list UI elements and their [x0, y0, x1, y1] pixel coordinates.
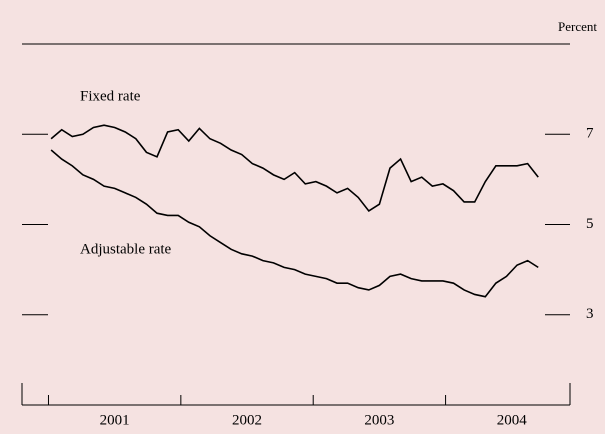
series-label: Fixed rate: [80, 88, 141, 104]
x-tick-label: 2003: [364, 412, 394, 428]
series-label: Adjustable rate: [80, 241, 172, 257]
y-tick-label: 3: [586, 306, 594, 322]
unit-label: Percent: [558, 19, 597, 34]
series-line: [50, 149, 539, 298]
y-tick-label: 7: [586, 126, 594, 142]
series-line: [50, 124, 539, 213]
x-tick-label: 2002: [232, 412, 262, 428]
y-tick-label: 5: [586, 216, 594, 232]
x-tick-label: 2001: [100, 412, 130, 428]
x-tick-label: 2004: [497, 412, 528, 428]
